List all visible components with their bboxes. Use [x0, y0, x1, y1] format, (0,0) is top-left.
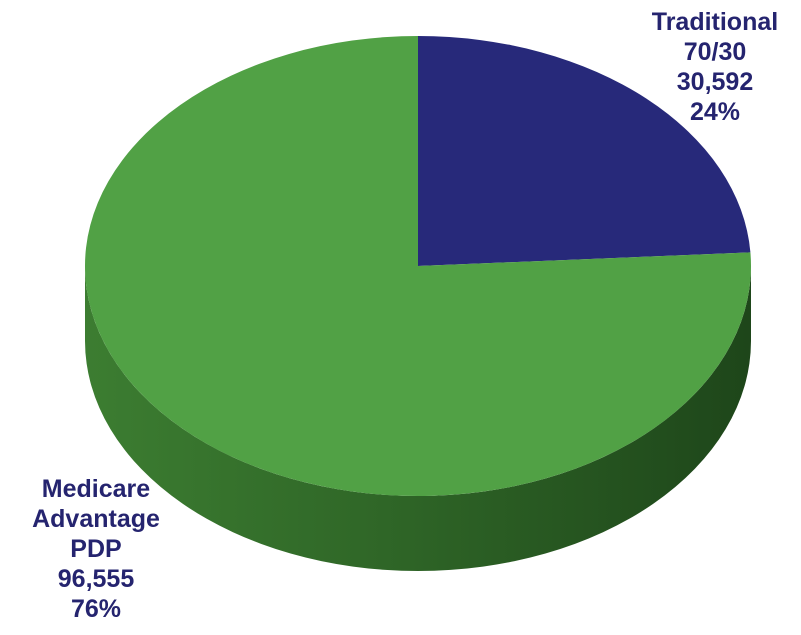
slice-label-traditional: Traditional 70/30 30,592 24% [636, 7, 794, 127]
slice-label-medicare-advantage: Medicare Advantage PDP 96,555 76% [8, 474, 184, 624]
pie-top-face [84, 36, 751, 497]
pie-slice-1 [84, 36, 751, 497]
slice-label-line: Medicare [41, 475, 151, 503]
slice-value: 96,555 [57, 565, 135, 593]
slice-percent: 24% [689, 98, 741, 126]
pie-slice-0 [418, 36, 751, 266]
slice-label-line: PDP [70, 535, 122, 563]
slice-label-line: Advantage [32, 505, 160, 533]
slice-label-line: 70/30 [683, 38, 747, 66]
slice-percent: 76% [70, 595, 122, 623]
slice-label-line: Traditional [651, 8, 779, 36]
pie-side-wall [85, 266, 751, 571]
pie-side-wall-face [85, 266, 751, 571]
slice-value: 30,592 [676, 68, 754, 96]
